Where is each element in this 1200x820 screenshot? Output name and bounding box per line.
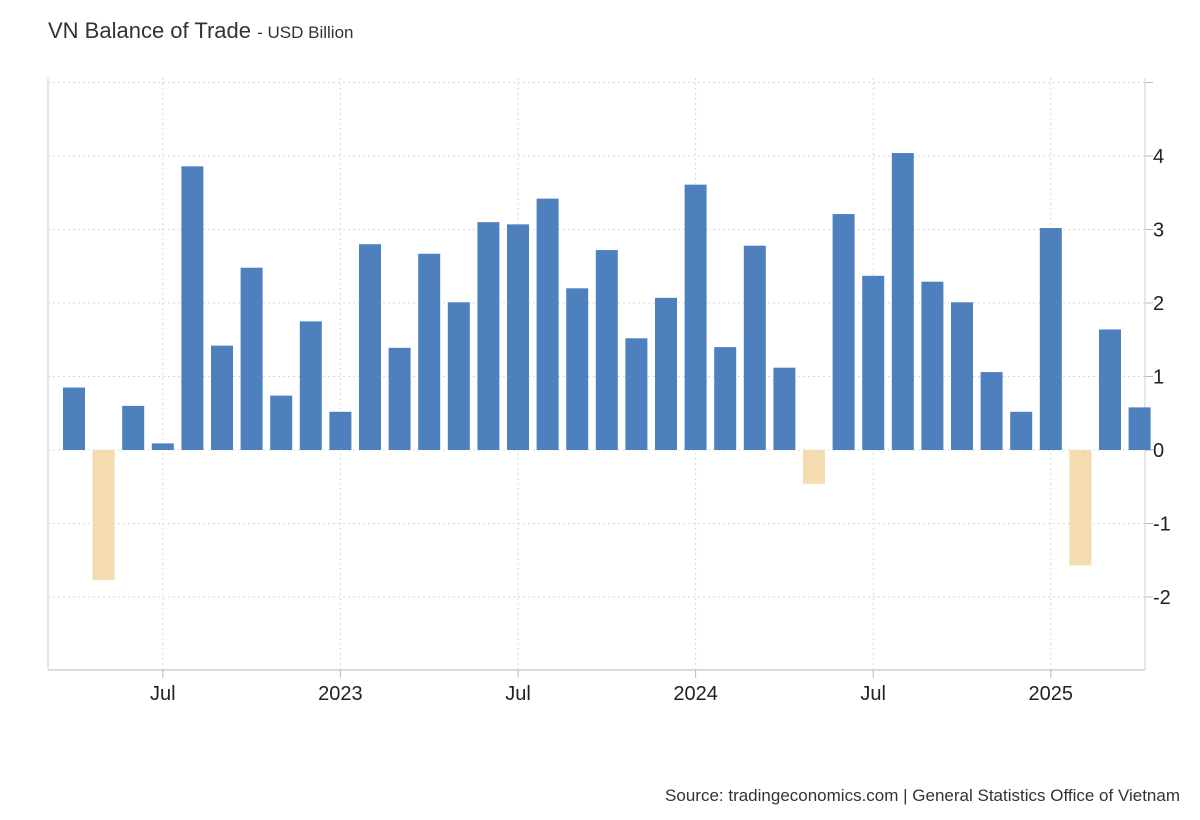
data-bar [862,275,885,450]
data-bar [655,297,677,450]
data-bar [477,222,500,450]
data-bar [388,347,411,450]
data-bar [1128,407,1151,450]
data-bar [536,198,559,450]
data-bar [980,372,1003,450]
data-bar [684,184,707,451]
data-bar [181,166,204,451]
x-tick-label: Jul [150,683,176,705]
y-tick-label: 2 [1153,293,1164,315]
x-tick-label: 2025 [1029,683,1074,705]
data-bar [832,214,855,450]
data-bar [1010,411,1033,450]
data-bar [92,450,115,581]
data-bar [891,153,914,450]
data-bar [625,338,648,450]
data-bar [211,345,233,450]
data-bar [566,288,589,450]
data-bar [714,347,737,450]
data-bar [803,450,825,484]
chart-unit: - USD Billion [257,23,354,42]
data-bar [743,245,766,450]
data-bar [299,321,322,450]
x-tick-label: 2024 [673,683,718,705]
chart-title-block: VN Balance of Trade - USD Billion [48,18,354,44]
y-tick-label: -1 [1153,514,1171,536]
data-bar [447,302,470,450]
y-tick-label: 0 [1153,440,1164,462]
y-tick-label: -2 [1153,587,1171,609]
data-bar [122,405,145,450]
data-bar [418,253,441,450]
data-bar [151,443,174,450]
chart-title: VN Balance of Trade [48,18,252,43]
data-bar [63,387,85,450]
data-bar [329,411,352,450]
y-tick-label: 3 [1153,220,1164,242]
x-tick-label: Jul [505,683,531,705]
x-tick-label: 2023 [318,683,363,705]
data-bar [507,224,529,450]
data-bar [359,244,381,450]
data-bar [595,250,618,450]
y-tick-label: 1 [1153,367,1164,389]
data-bar [1099,329,1121,450]
data-bar [1069,450,1092,566]
source-note: Source: tradingeconomics.com | General S… [665,786,1180,805]
data-bar [773,367,796,450]
y-tick-label: 4 [1153,146,1164,168]
data-bar [921,281,944,450]
data-bar [1039,228,1062,450]
x-tick-label: Jul [860,683,886,705]
data-bar [240,267,263,450]
data-bar [270,395,293,450]
data-bar [951,302,973,450]
